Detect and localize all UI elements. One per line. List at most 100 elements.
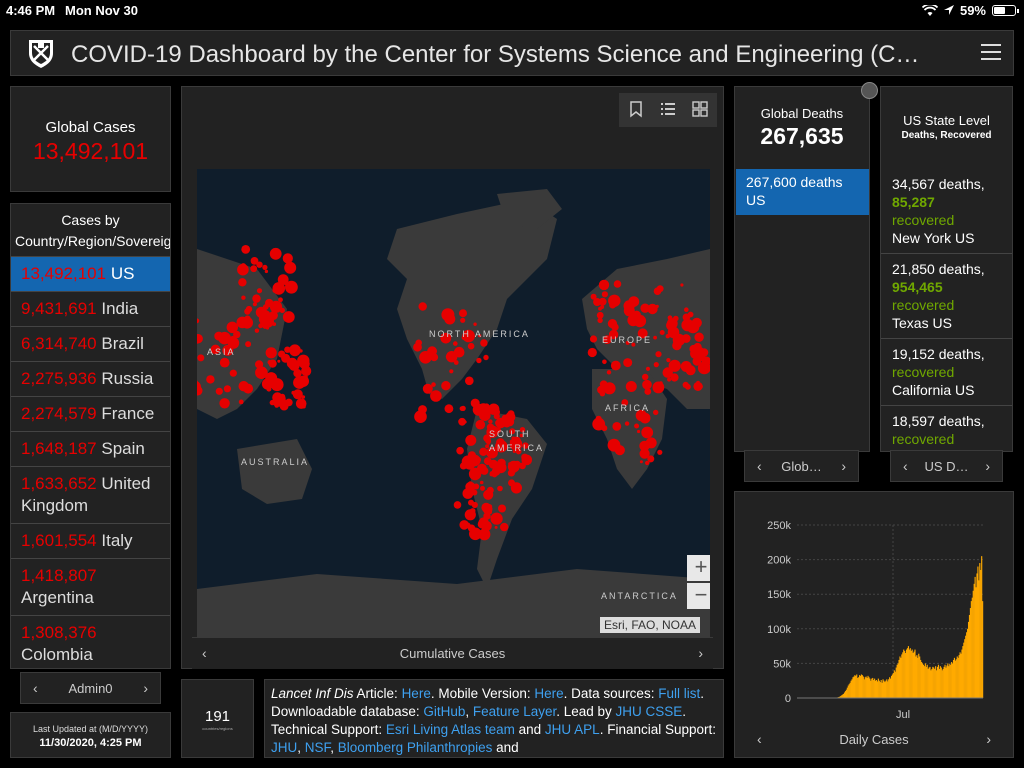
case-marker[interactable] (638, 417, 642, 422)
case-marker[interactable] (467, 342, 475, 350)
case-marker[interactable] (587, 347, 597, 358)
case-marker[interactable] (614, 445, 625, 456)
case-marker[interactable] (465, 434, 477, 446)
case-marker[interactable] (238, 399, 244, 405)
case-marker[interactable] (419, 412, 426, 418)
case-marker[interactable] (668, 359, 681, 372)
case-marker[interactable] (645, 437, 657, 449)
case-marker[interactable] (468, 467, 482, 481)
case-marker[interactable] (637, 328, 648, 339)
case-marker[interactable] (645, 366, 651, 371)
case-marker[interactable] (613, 280, 622, 288)
case-marker[interactable] (512, 449, 516, 453)
case-marker[interactable] (608, 294, 621, 307)
case-marker[interactable] (692, 356, 702, 366)
deaths-next-icon[interactable]: › (841, 458, 846, 474)
article-link[interactable]: Here (401, 686, 431, 701)
case-marker[interactable] (625, 340, 630, 345)
case-marker[interactable] (612, 422, 622, 431)
case-marker[interactable] (301, 395, 306, 399)
case-marker[interactable] (598, 279, 610, 291)
case-marker[interactable] (293, 376, 306, 389)
case-marker[interactable] (486, 423, 495, 431)
case-marker[interactable] (589, 335, 598, 343)
case-marker[interactable] (483, 354, 489, 361)
case-marker[interactable] (445, 353, 452, 360)
country-row[interactable]: 1,633,652 United Kingdom (11, 466, 170, 523)
case-marker[interactable] (682, 313, 691, 322)
case-marker[interactable] (480, 339, 488, 347)
case-marker[interactable] (284, 261, 297, 274)
case-marker[interactable] (480, 485, 485, 491)
case-marker[interactable] (277, 394, 286, 403)
case-marker[interactable] (468, 451, 473, 456)
case-marker[interactable] (219, 357, 230, 368)
country-row[interactable]: 9,431,691 India (11, 291, 170, 326)
case-marker[interactable] (655, 304, 659, 308)
jhu-apl-link[interactable]: JHU APL (544, 722, 600, 737)
chart-next-icon[interactable]: › (986, 731, 991, 747)
case-marker[interactable] (599, 380, 608, 389)
case-marker[interactable] (269, 300, 283, 313)
case-marker[interactable] (304, 375, 308, 379)
case-marker[interactable] (241, 316, 253, 329)
case-marker[interactable] (456, 446, 464, 455)
country-row[interactable]: 2,274,579 France (11, 396, 170, 431)
case-marker[interactable] (639, 460, 643, 464)
case-marker[interactable] (278, 297, 283, 303)
case-marker[interactable] (215, 387, 223, 395)
case-marker[interactable] (673, 315, 679, 322)
case-marker[interactable] (464, 509, 476, 521)
case-marker[interactable] (444, 404, 454, 414)
case-marker[interactable] (430, 390, 442, 402)
case-marker[interactable] (481, 525, 489, 533)
case-marker[interactable] (647, 303, 658, 315)
case-marker[interactable] (297, 354, 310, 367)
case-marker[interactable] (519, 433, 524, 438)
nsf-link[interactable]: NSF (304, 740, 331, 755)
case-marker[interactable] (639, 448, 650, 459)
country-row[interactable]: 1,601,554 Italy (11, 523, 170, 558)
case-marker[interactable] (431, 382, 436, 387)
case-marker[interactable] (645, 460, 650, 466)
case-marker[interactable] (607, 319, 617, 329)
case-marker[interactable] (241, 245, 251, 254)
case-marker[interactable] (250, 265, 258, 273)
case-marker[interactable] (608, 329, 619, 340)
case-marker[interactable] (453, 341, 458, 346)
case-marker[interactable] (699, 348, 709, 357)
case-marker[interactable] (509, 428, 516, 435)
case-marker[interactable] (245, 305, 253, 313)
case-marker[interactable] (286, 357, 298, 369)
case-marker[interactable] (269, 399, 275, 406)
case-marker[interactable] (657, 449, 663, 455)
case-marker[interactable] (282, 253, 293, 264)
case-marker[interactable] (493, 413, 500, 420)
case-marker[interactable] (590, 293, 597, 300)
case-marker[interactable] (497, 444, 502, 448)
case-marker[interactable] (602, 335, 612, 345)
case-marker[interactable] (625, 381, 637, 392)
expand-icon[interactable] (861, 82, 878, 99)
case-marker[interactable] (197, 354, 205, 362)
case-marker[interactable] (653, 335, 657, 340)
case-marker[interactable] (206, 375, 215, 384)
case-marker[interactable] (490, 512, 503, 525)
case-marker[interactable] (459, 406, 465, 411)
case-marker[interactable] (694, 332, 704, 342)
case-marker[interactable] (477, 403, 490, 416)
case-marker[interactable] (462, 329, 475, 343)
case-marker[interactable] (489, 471, 495, 476)
map-next-icon[interactable]: › (698, 645, 703, 661)
case-marker[interactable] (197, 318, 200, 324)
case-marker[interactable] (413, 342, 422, 352)
case-marker[interactable] (237, 263, 249, 276)
case-marker[interactable] (462, 488, 474, 499)
chart-prev-icon[interactable]: ‹ (757, 731, 762, 747)
case-marker[interactable] (256, 288, 263, 294)
full-list-link[interactable]: Full list (658, 686, 701, 701)
deaths-row-us[interactable]: 267,600 deaths US (736, 169, 869, 215)
case-marker[interactable] (665, 334, 670, 339)
case-marker[interactable] (241, 295, 246, 300)
legend-list-icon[interactable] (659, 100, 677, 118)
